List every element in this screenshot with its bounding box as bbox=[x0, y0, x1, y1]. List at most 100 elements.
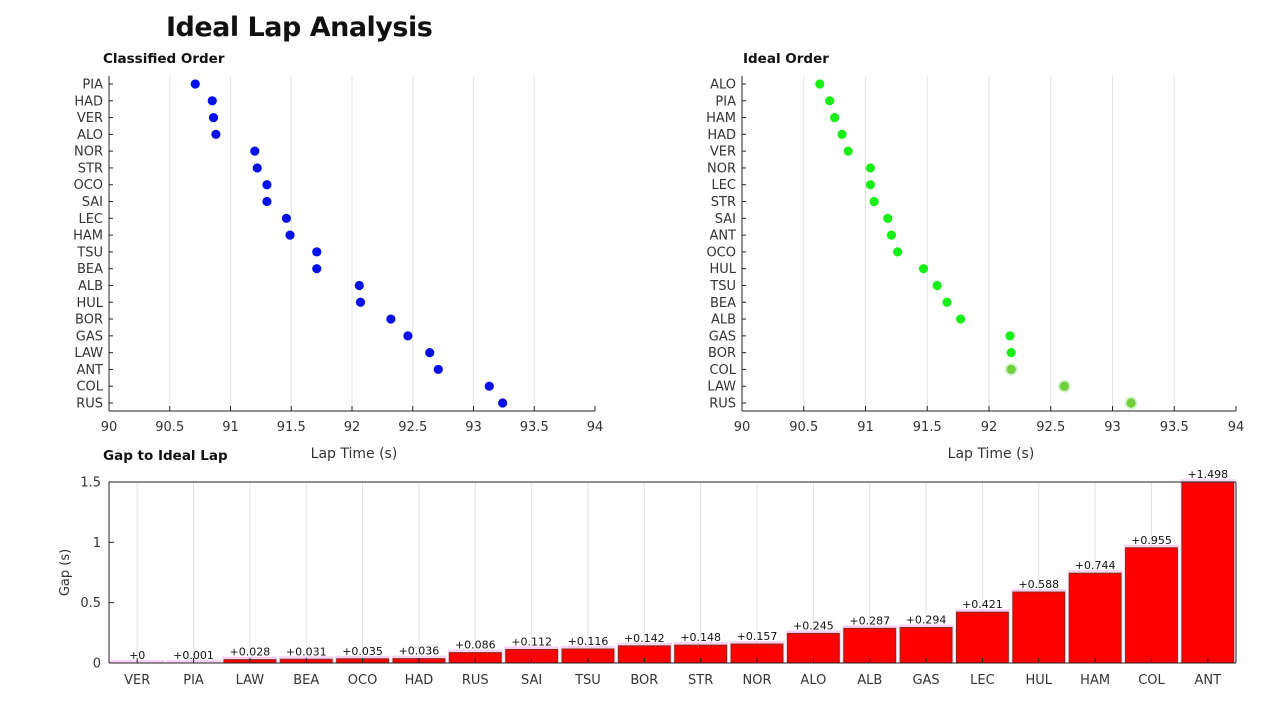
ideal-x-tick-label: 93.5 bbox=[1160, 420, 1189, 435]
classified-data-point bbox=[312, 264, 322, 274]
gap-bar-value-label: +0.035 bbox=[342, 645, 383, 658]
ideal-y-tick-label: BEA bbox=[710, 296, 736, 311]
classified-y-tick-label: GAS bbox=[76, 329, 103, 344]
classified-data-point bbox=[250, 146, 260, 156]
gap-bar-value-label: +0.588 bbox=[1018, 578, 1059, 591]
classified-x-axis-label: Lap Time (s) bbox=[311, 446, 398, 462]
classified-y-tick-label: ANT bbox=[76, 363, 103, 378]
gap-panel-title: Gap to Ideal Lap bbox=[103, 448, 228, 464]
gap-x-tick-label: GAS bbox=[912, 673, 939, 688]
classified-y-tick-label: STR bbox=[78, 161, 103, 176]
gap-bar-value-label: +0.116 bbox=[568, 635, 609, 648]
gap-bar-value-label: +0.744 bbox=[1075, 559, 1116, 572]
gap-bar-value-label: +0.112 bbox=[511, 635, 552, 648]
gap-bar-value-label: +0.086 bbox=[455, 639, 496, 652]
classified-y-tick-label: LAW bbox=[74, 346, 103, 361]
ideal-data-point bbox=[1005, 331, 1015, 341]
ideal-y-tick-label: ALO bbox=[710, 78, 736, 93]
ideal-data-point bbox=[825, 96, 835, 106]
ideal-x-tick-label: 94 bbox=[1228, 420, 1245, 435]
gap-x-tick-label: PIA bbox=[183, 673, 204, 688]
ideal-x-tick-label: 93 bbox=[1104, 420, 1121, 435]
gap-x-tick-label: OCO bbox=[348, 673, 378, 688]
ideal-data-point bbox=[869, 196, 879, 207]
classified-y-tick-label: HAD bbox=[74, 94, 103, 109]
ideal-data-point bbox=[1006, 364, 1016, 375]
gap-x-tick-label: SAI bbox=[521, 673, 542, 688]
classified-x-tick-label: 93.5 bbox=[520, 420, 549, 435]
gap-bar-value-label: +1.498 bbox=[1187, 468, 1228, 481]
page-title: Ideal Lap Analysis bbox=[166, 12, 433, 43]
classified-y-tick-label: BOR bbox=[75, 313, 103, 328]
ideal-data-point bbox=[830, 112, 840, 123]
classified-y-tick-label: PIA bbox=[82, 78, 103, 93]
ideal-data-point bbox=[942, 297, 952, 307]
ideal-data-point bbox=[1006, 348, 1016, 358]
classified-data-point bbox=[262, 180, 272, 190]
ideal-x-tick-label: 90 bbox=[734, 420, 751, 435]
classified-data-point bbox=[433, 364, 443, 375]
classified-panel-title: Classified Order bbox=[103, 51, 225, 67]
gap-x-tick-label: RUS bbox=[462, 673, 489, 688]
ideal-y-tick-label: NOR bbox=[707, 161, 736, 176]
ideal-x-tick-label: 91.5 bbox=[913, 420, 942, 435]
gap-x-tick-label: COL bbox=[1138, 673, 1165, 688]
gap-y-tick-label: 0.5 bbox=[80, 596, 101, 611]
ideal-data-point bbox=[918, 264, 929, 274]
classified-data-point bbox=[211, 129, 221, 139]
gap-bar-value-label: +0.421 bbox=[962, 598, 1003, 611]
ideal-data-point bbox=[865, 180, 876, 190]
ideal-panel-title: Ideal Order bbox=[743, 51, 829, 67]
classified-data-point bbox=[484, 381, 494, 391]
classified-data-point bbox=[498, 398, 508, 408]
classified-data-point bbox=[355, 297, 366, 307]
classified-y-tick-label: COL bbox=[76, 380, 103, 395]
gap-x-tick-label: NOR bbox=[743, 673, 772, 688]
ideal-y-tick-label: PIA bbox=[715, 94, 736, 109]
ideal-x-tick-label: 92 bbox=[981, 420, 998, 435]
ideal-scatter-panel: Ideal Order 90 90.5 91 91.5 92 92.5 93 93.5 94 Lap… bbox=[706, 51, 1244, 462]
classified-y-tick-label: TSU bbox=[76, 245, 103, 260]
classified-data-point bbox=[208, 112, 219, 123]
ideal-data-point bbox=[1126, 398, 1136, 408]
classified-y-tick-label: RUS bbox=[76, 397, 103, 412]
gap-bar bbox=[843, 627, 897, 664]
ideal-y-tick-label: STR bbox=[711, 195, 736, 210]
gap-x-tick-label: HAM bbox=[1080, 673, 1110, 688]
gap-bar-value-label: +0.157 bbox=[737, 630, 778, 643]
gap-x-tick-label: ALB bbox=[857, 673, 882, 688]
ideal-y-tick-label: GAS bbox=[709, 329, 736, 344]
classified-y-tick-label: BEA bbox=[77, 262, 103, 277]
classified-y-tick-label: OCO bbox=[73, 178, 103, 193]
gap-y-tick-label: 1 bbox=[93, 536, 101, 551]
ideal-y-tick-label: VER bbox=[710, 145, 736, 160]
ideal-x-tick-label: 92.5 bbox=[1036, 420, 1065, 435]
classified-x-tick-label: 93 bbox=[465, 420, 482, 435]
classified-y-tick-label: VER bbox=[77, 111, 103, 126]
ideal-data-point bbox=[955, 314, 966, 324]
gap-bar-value-label: +0.001 bbox=[173, 649, 214, 662]
gap-bar-value-label: +0.287 bbox=[849, 614, 890, 627]
ideal-y-tick-label: LEC bbox=[711, 178, 736, 193]
classified-x-tick-label: 91.5 bbox=[277, 420, 306, 435]
classified-scatter-panel: Classified Order 90 90.5 91 91.5 92 92.5 93 93.5… bbox=[73, 51, 603, 462]
gap-bar-value-label: +0.142 bbox=[624, 632, 665, 645]
gap-bar bbox=[1125, 547, 1178, 664]
ideal-data-point bbox=[865, 163, 876, 173]
classified-y-tick-label: LEC bbox=[78, 212, 103, 227]
classified-data-point bbox=[312, 247, 322, 257]
gap-bar-value-label: +0.036 bbox=[399, 645, 440, 658]
ideal-y-tick-label: RUS bbox=[709, 397, 736, 412]
gap-bar-value-label: +0.955 bbox=[1131, 534, 1172, 547]
ideal-data-point bbox=[886, 230, 897, 240]
classified-y-tick-label: SAI bbox=[82, 195, 103, 210]
ideal-y-tick-label: BOR bbox=[708, 346, 736, 361]
classified-y-tick-label: ALB bbox=[78, 279, 103, 294]
gap-bar bbox=[1012, 591, 1066, 664]
classified-x-tick-label: 92.5 bbox=[398, 420, 427, 435]
ideal-data-point bbox=[815, 79, 825, 89]
gap-x-tick-label: VER bbox=[124, 673, 150, 688]
classified-data-point bbox=[425, 348, 435, 358]
gap-y-tick-label: 1.5 bbox=[80, 476, 101, 491]
